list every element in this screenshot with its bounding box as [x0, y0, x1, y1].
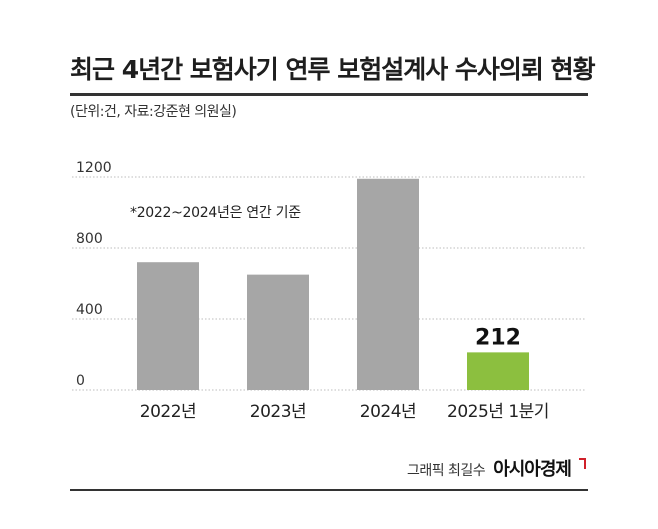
x-tick-label: 2025년 1분기 — [447, 402, 549, 422]
x-tick-label: 2024년 — [360, 402, 416, 422]
credit-line: 그래픽 최길수 아시아경제 — [407, 455, 586, 481]
bar — [247, 274, 309, 390]
y-tick-label: 800 — [76, 231, 103, 247]
publisher-logo: 아시아경제 — [493, 459, 572, 480]
chart-title: 최근 4년간 보험사기 연루 보험설계사 수사의뢰 현황 — [70, 55, 596, 84]
footer-divider — [70, 489, 588, 491]
title-divider — [70, 93, 588, 96]
bar — [137, 262, 199, 390]
bar — [357, 178, 419, 390]
bar — [467, 352, 529, 390]
data-label: 212 — [475, 325, 521, 350]
chart-subtitle: (단위:건, 자료:강준현 의원실) — [70, 104, 237, 120]
publisher-logo-mark — [579, 458, 586, 469]
x-tick-label: 2023년 — [250, 402, 306, 422]
y-tick-label: 1200 — [76, 160, 112, 176]
x-tick-label: 2022년 — [140, 402, 196, 422]
y-tick-label: 400 — [76, 302, 103, 318]
y-tick-label: 0 — [76, 373, 85, 389]
graphic-credit: 그래픽 최길수 — [406, 463, 486, 479]
chart-annotation: *2022~2024년은 연간 기준 — [130, 205, 301, 221]
